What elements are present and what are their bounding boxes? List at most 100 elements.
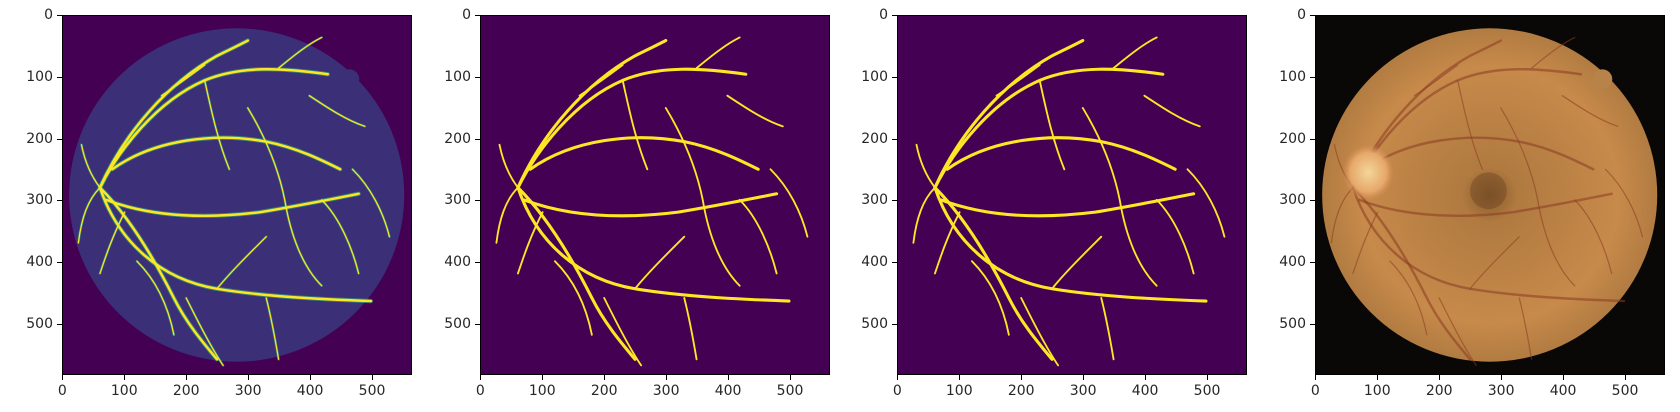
ytick-label: 400: [1279, 253, 1306, 270]
vessel-segment: [98, 39, 250, 189]
xtick-mark: [62, 375, 64, 380]
xtick-mark: [372, 375, 374, 380]
xtick-mark: [666, 375, 668, 380]
ytick-label: 400: [444, 253, 471, 270]
vessel-segment: [683, 297, 698, 361]
xtick-label: 200: [1007, 383, 1035, 399]
xtick-label: 100: [1363, 383, 1391, 399]
vessel-segment: [80, 144, 101, 189]
fov-notch: [339, 69, 360, 89]
vessel-segment: [553, 260, 593, 336]
xtick-label: 100: [945, 383, 973, 399]
vessel-segment: [522, 192, 779, 218]
xtick-label: 300: [234, 383, 262, 399]
xtick-mark: [186, 375, 188, 380]
vessel-segment: [915, 143, 936, 189]
fundus-notch: [1592, 69, 1613, 89]
xtick-label: 100: [528, 383, 556, 399]
ytick-mark: [57, 323, 62, 325]
xtick-label: 100: [110, 383, 138, 399]
vessel-segment: [1186, 168, 1226, 238]
ytick-label: 500: [1279, 315, 1306, 332]
ytick-mark: [892, 261, 897, 263]
vessel-segment: [912, 186, 936, 244]
vessel-segment: [933, 38, 1085, 190]
vessel-segment: [498, 143, 519, 189]
xtick-mark: [248, 375, 250, 380]
xtick-mark: [1625, 375, 1627, 380]
ytick-label: 300: [1279, 192, 1306, 209]
vessel-segment: [1081, 107, 1158, 287]
xtick-mark: [1145, 375, 1147, 380]
vessel-segment: [1364, 136, 1595, 171]
xtick-mark: [542, 375, 544, 380]
vessel-segment: [695, 36, 741, 70]
xtick-label: 300: [1487, 383, 1515, 399]
xtick-mark: [1501, 375, 1503, 380]
xtick-mark: [728, 375, 730, 380]
vessel-segment: [1100, 297, 1115, 361]
panel-probability-map: 0 100 200 300 400 500 0 100 200 300 400 500: [26, 8, 412, 398]
ytick-label: 200: [861, 130, 888, 147]
vessel-segment: [1155, 198, 1195, 275]
ytick-mark: [892, 138, 897, 140]
vessel-segment: [1500, 107, 1576, 287]
vessel-segment: [216, 236, 267, 290]
ytick-label: 100: [1279, 68, 1306, 85]
ytick-mark: [475, 15, 480, 17]
ytick-label: 0: [879, 7, 888, 24]
xtick-label: 200: [1425, 383, 1453, 399]
ytick-label: 100: [26, 68, 53, 85]
ytick-label: 300: [444, 192, 471, 209]
vessel-segment: [1020, 297, 1060, 367]
vessel-segment: [664, 107, 741, 287]
vessel-segment: [265, 297, 280, 360]
ytick-label: 500: [26, 315, 53, 332]
macula: [1469, 172, 1507, 210]
xtick-mark: [1021, 375, 1023, 380]
xtick-label: 200: [172, 383, 200, 399]
xtick-label: 400: [1131, 383, 1159, 399]
vessel-segment: [1038, 79, 1066, 171]
xtick-mark: [1315, 375, 1317, 380]
xtick-mark: [310, 375, 312, 380]
vessel-segment: [1438, 297, 1477, 367]
vessel-segment: [185, 297, 224, 367]
xtick-label: 300: [652, 383, 680, 399]
vessel-segment: [77, 187, 101, 244]
vessel-segment: [1561, 95, 1619, 127]
vessel-segment: [495, 186, 519, 244]
xtick-mark: [1207, 375, 1209, 380]
ytick-mark: [57, 138, 62, 140]
panel-ground-truth-mask: 0 100 200 300 400 500 0 100 200 300 400 500: [444, 8, 830, 398]
vessel-segment: [104, 192, 360, 218]
xtick-mark: [1563, 375, 1565, 380]
ytick-label: 500: [861, 315, 888, 332]
axes-frame: [480, 15, 830, 375]
xtick-label: 0: [1310, 383, 1320, 399]
ytick-label: 100: [861, 68, 888, 85]
vessel-segment: [1574, 199, 1613, 275]
ytick-label: 500: [444, 315, 471, 332]
ytick-mark: [475, 261, 480, 263]
vessel-segment: [277, 36, 323, 69]
vessel-segment: [308, 95, 366, 127]
xtick-label: 300: [1069, 383, 1097, 399]
ytick-mark: [1310, 15, 1315, 17]
xtick-label: 0: [475, 383, 485, 399]
vessel-segment: [516, 38, 668, 190]
vessel-segment: [1457, 79, 1483, 170]
xtick-label: 400: [714, 383, 742, 399]
axes-frame: [1315, 15, 1665, 375]
ytick-mark: [475, 323, 480, 325]
xtick-mark: [790, 375, 792, 380]
vessel-segment: [1413, 64, 1459, 97]
xtick-label: 500: [776, 383, 804, 399]
vessel-segment: [160, 64, 206, 97]
fundus-disc: [1322, 28, 1658, 362]
vessel-segment: [726, 94, 784, 128]
vessel-segment: [517, 211, 544, 275]
vessel-segment: [111, 136, 342, 171]
vessel-segment: [939, 192, 1196, 218]
